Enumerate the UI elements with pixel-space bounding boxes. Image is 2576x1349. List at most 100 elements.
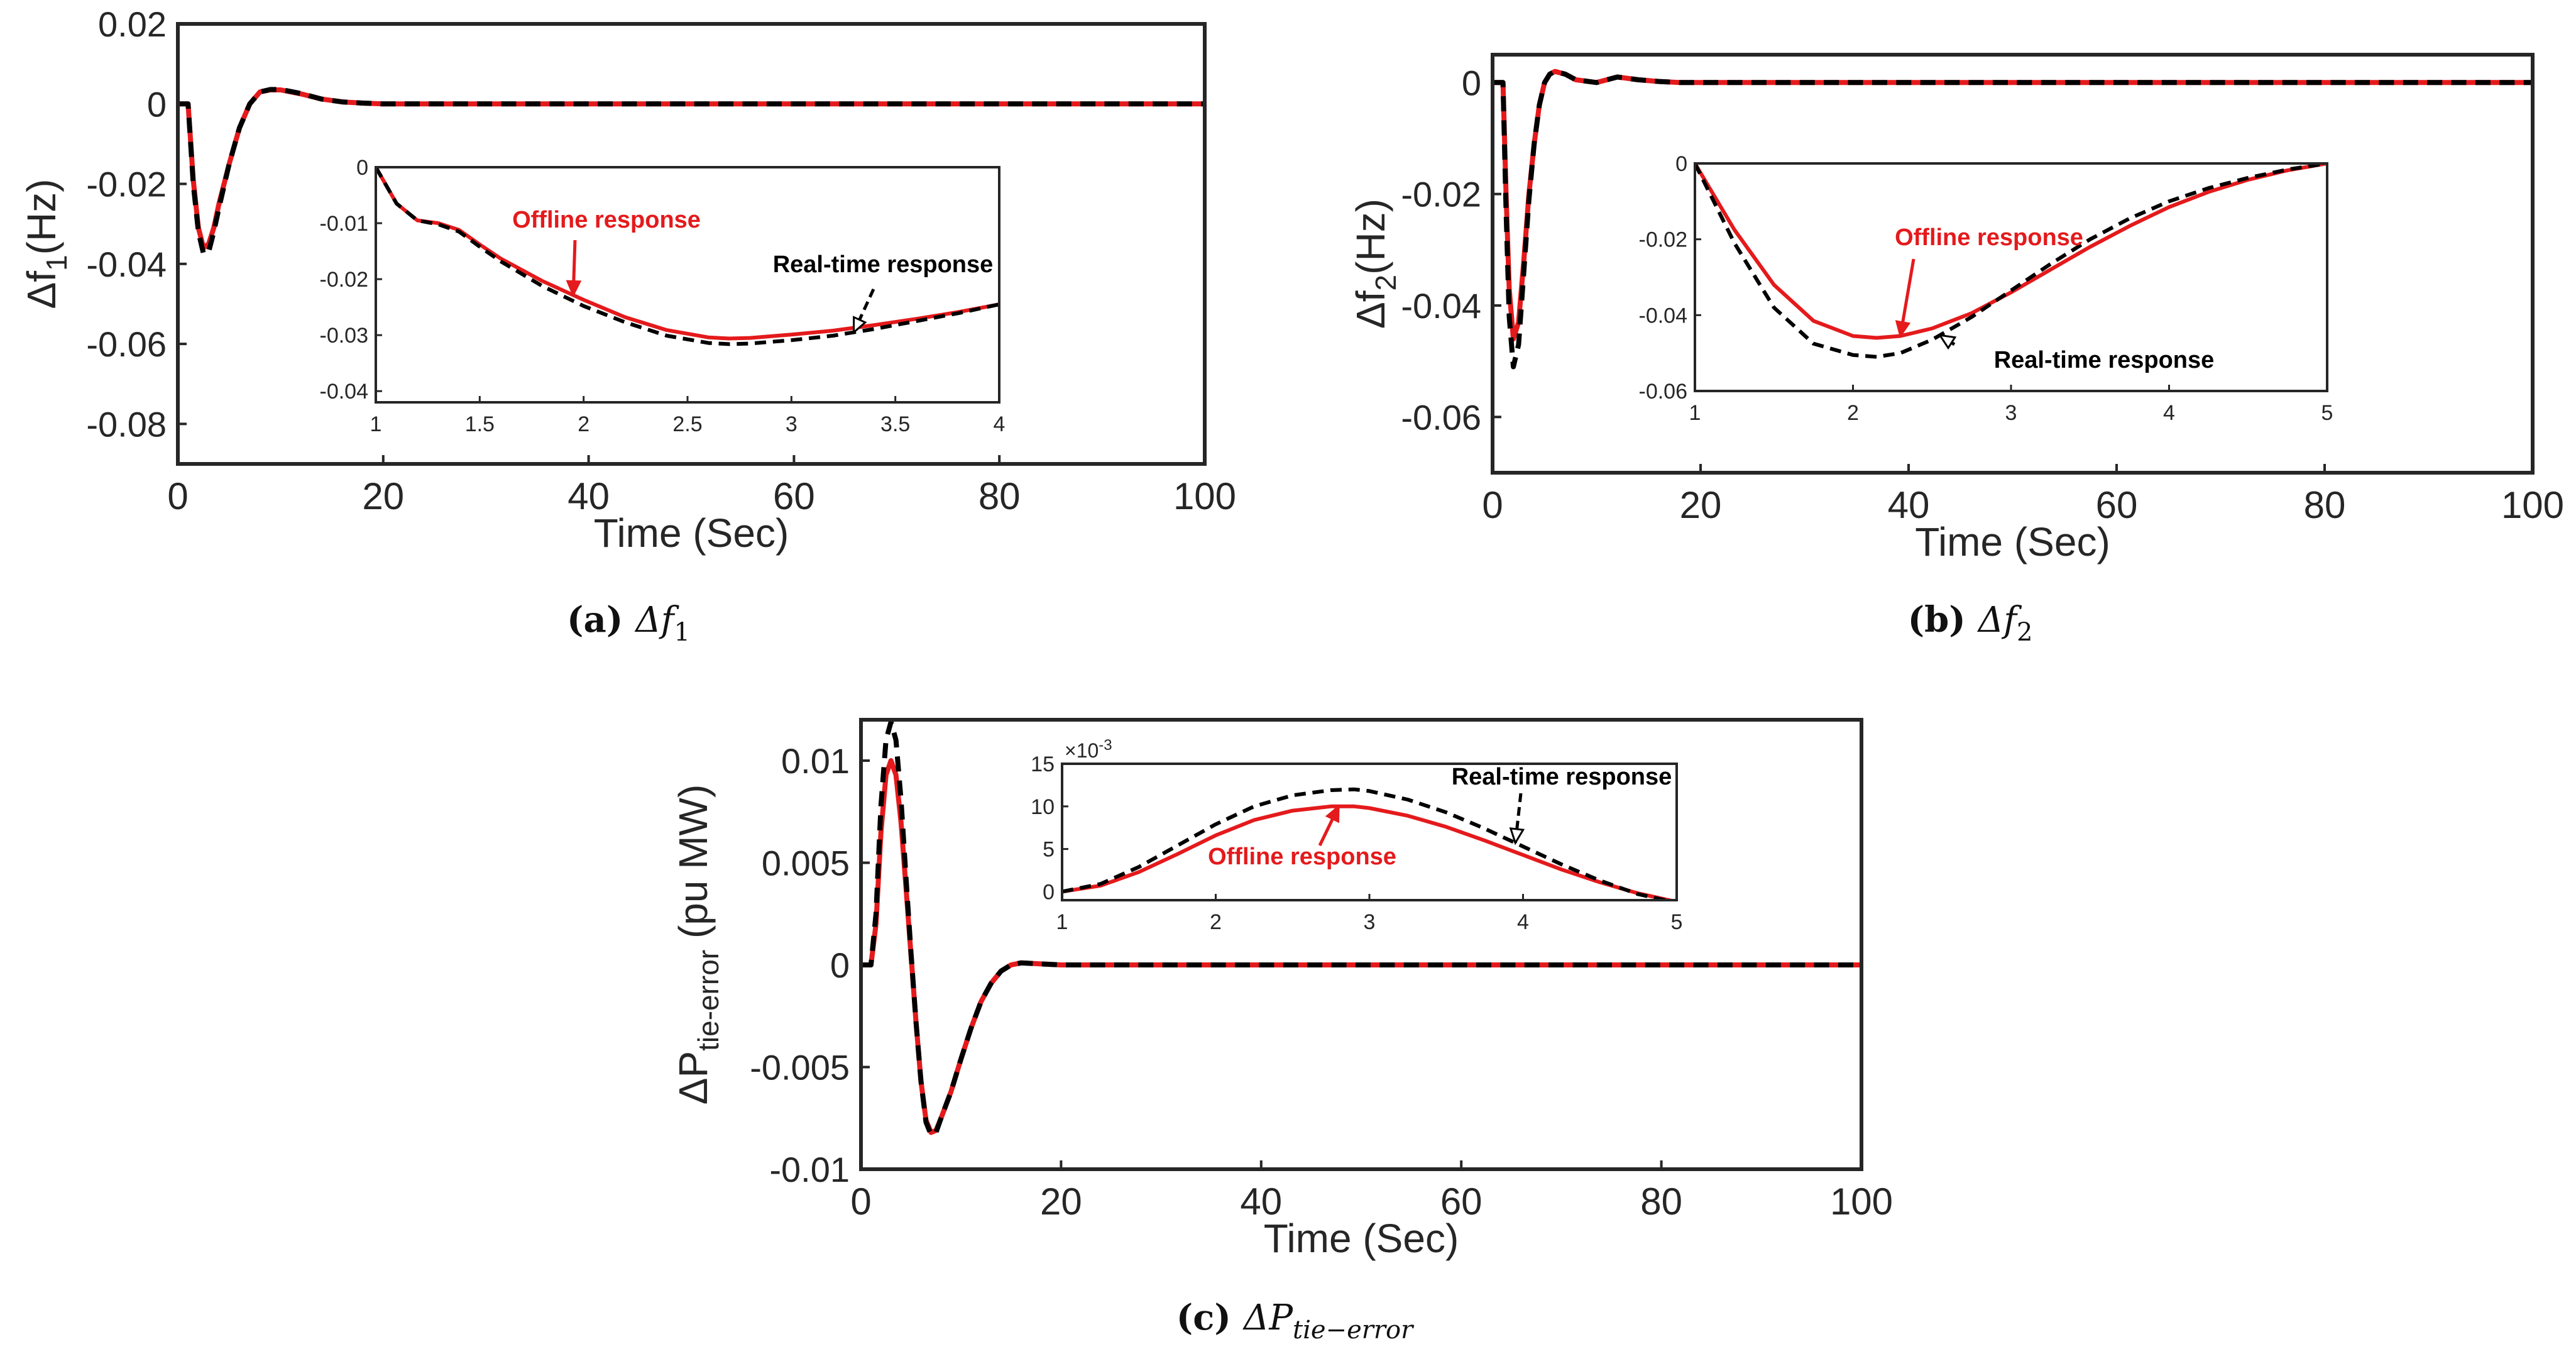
y-axis-label-sub: tie-error (692, 950, 725, 1051)
inset-x-tick-label: 4 (1517, 910, 1529, 934)
annotation-arrow-line (852, 288, 875, 333)
caption-c-sub: tie−error (1293, 1316, 1415, 1345)
x-tick-label: 60 (2096, 484, 2138, 526)
y-axis-label-symbol: Δf (19, 271, 64, 309)
inset-y-tick-label: -0.06 (1639, 380, 1688, 404)
y-axis-label-unit: (Hz) (1348, 199, 1393, 275)
inset-y-tick-label: -0.04 (1639, 304, 1688, 328)
x-tick-label: 80 (978, 475, 1021, 517)
inset-x-tick-label: 1 (1056, 910, 1068, 934)
inset-area (1695, 163, 2327, 391)
inset-x-tick-label: 2 (1847, 401, 1859, 425)
annotation-label: Real-time response (1452, 764, 1672, 790)
annotation-arrowhead (566, 280, 582, 298)
inset-multiplier-base: ×10 (1065, 739, 1099, 762)
caption-b-label: (b) (1908, 599, 1966, 641)
inset-y-tick-label: 10 (1031, 795, 1055, 819)
y-tick-label: -0.005 (750, 1048, 850, 1087)
x-tick-label: 0 (850, 1181, 871, 1223)
y-tick-label: -0.04 (86, 245, 167, 284)
annotation-arrowhead (853, 316, 867, 334)
inset-y-tick-label: 15 (1031, 752, 1055, 776)
inset-x-tick-label: 4 (2163, 401, 2175, 425)
inset-series-offline-line (1062, 804, 1677, 900)
inset-y-tick-label: 5 (1043, 838, 1055, 862)
axes-frame (176, 22, 1207, 466)
main-series-realtime-line (861, 720, 1861, 1137)
x-tick-label: 60 (1440, 1181, 1483, 1223)
y-tick-label: 0 (147, 84, 167, 124)
inset-x-tick-label: 3 (786, 412, 797, 436)
annotation-arrowhead (1895, 320, 1911, 339)
inset-y-tick-label: -0.02 (1639, 228, 1688, 252)
y-tick-label: 0.02 (98, 4, 167, 44)
inset-y-tick-label: 0 (356, 156, 368, 180)
inset-x-tick-label: 5 (2321, 401, 2333, 425)
caption-c-label: (c) (1176, 1297, 1231, 1338)
main-series-realtime-line (178, 87, 1205, 256)
x-tick-label: 40 (1240, 1181, 1282, 1223)
annotation-label: Real-time response (773, 251, 994, 278)
x-tick-label: 40 (567, 475, 610, 517)
caption-b: (b) Δf2 (1908, 599, 2033, 647)
annotation-arrowhead (1937, 334, 1957, 350)
caption-c-symbol: ΔP (1242, 1297, 1293, 1338)
caption-b-symbol: Δf (1977, 600, 2022, 641)
inset-series-realtime-line (1695, 163, 2327, 359)
x-tick-label: 0 (167, 475, 188, 517)
subplot-a: 0 20 40 60 80 1000.020-0.02-0.04-0.06-0.08Tim… (19, 4, 1236, 556)
inset-x-tick-label: 1 (370, 412, 382, 436)
y-axis-label-symbol: ΔP (671, 1051, 716, 1104)
inset-y-tick-label: -0.02 (320, 268, 369, 292)
caption-a-sub: 1 (674, 618, 690, 647)
inset-x-tick-label: 3 (2005, 401, 2017, 425)
annotation-label: Offline response (512, 207, 701, 233)
inset-series-offline-line (1695, 163, 2327, 340)
x-axis-label: Time (Sec) (1264, 1216, 1459, 1261)
caption-b-sub: 2 (2017, 618, 2032, 647)
x-tick-label: 100 (2501, 484, 2564, 526)
y-axis-label-symbol: Δf (1348, 290, 1393, 329)
annotation-label: Offline response (1208, 844, 1396, 870)
x-axis-label: Time (Sec) (1915, 519, 2110, 564)
y-axis-label: Δf2(Hz) (1348, 199, 1402, 329)
annotation-label: Offline response (1895, 224, 2083, 251)
caption-a-label: (a) (567, 599, 623, 641)
inset-x-tick-label: 5 (1671, 910, 1683, 934)
x-tick-label: 100 (1830, 1181, 1893, 1223)
annotation-arrowhead (1325, 804, 1340, 823)
y-tick-label: -0.01 (769, 1150, 850, 1189)
inset-frame (375, 166, 1000, 404)
inset-x-tick-label: 1.5 (465, 412, 495, 436)
y-tick-label: 0 (830, 945, 850, 985)
main-series-realtime-line (1493, 69, 2533, 370)
inset-series-realtime-line (376, 167, 999, 346)
x-tick-label: 20 (362, 475, 404, 517)
inset-x-tick-label: 2.5 (672, 412, 702, 436)
x-tick-label: 40 (1888, 484, 1930, 526)
y-axis-label-unit: (Hz) (19, 179, 64, 255)
inset-y-tick-label: -0.01 (320, 212, 369, 236)
inset-y-tick-label: -0.03 (320, 324, 369, 348)
x-tick-label: 20 (1040, 1181, 1082, 1223)
x-axis-label: Time (Sec) (594, 510, 789, 556)
x-tick-label: 60 (773, 475, 815, 517)
y-tick-label: -0.02 (86, 165, 167, 204)
inset-x-tick-label: 1 (1689, 401, 1701, 425)
y-tick-label: 0 (1462, 63, 1481, 102)
axes-frame (859, 718, 1863, 1171)
inset-x-tick-label: 2 (578, 412, 589, 436)
inset-frame (1694, 162, 2328, 392)
y-tick-label: 0.005 (762, 844, 850, 883)
x-tick-label: 100 (1173, 475, 1236, 517)
caption-c: (c) ΔPtie−error (1176, 1297, 1415, 1345)
inset-y-tick-label: 0 (1675, 152, 1687, 176)
y-tick-label: -0.06 (86, 324, 167, 364)
inset-x-tick-label: 3.5 (880, 412, 910, 436)
y-axis-label: Δf1(Hz) (19, 179, 73, 309)
inset-area (1062, 764, 1677, 900)
y-tick-label: 0.01 (781, 741, 850, 781)
y-axis-label-sub: 1 (40, 255, 73, 271)
